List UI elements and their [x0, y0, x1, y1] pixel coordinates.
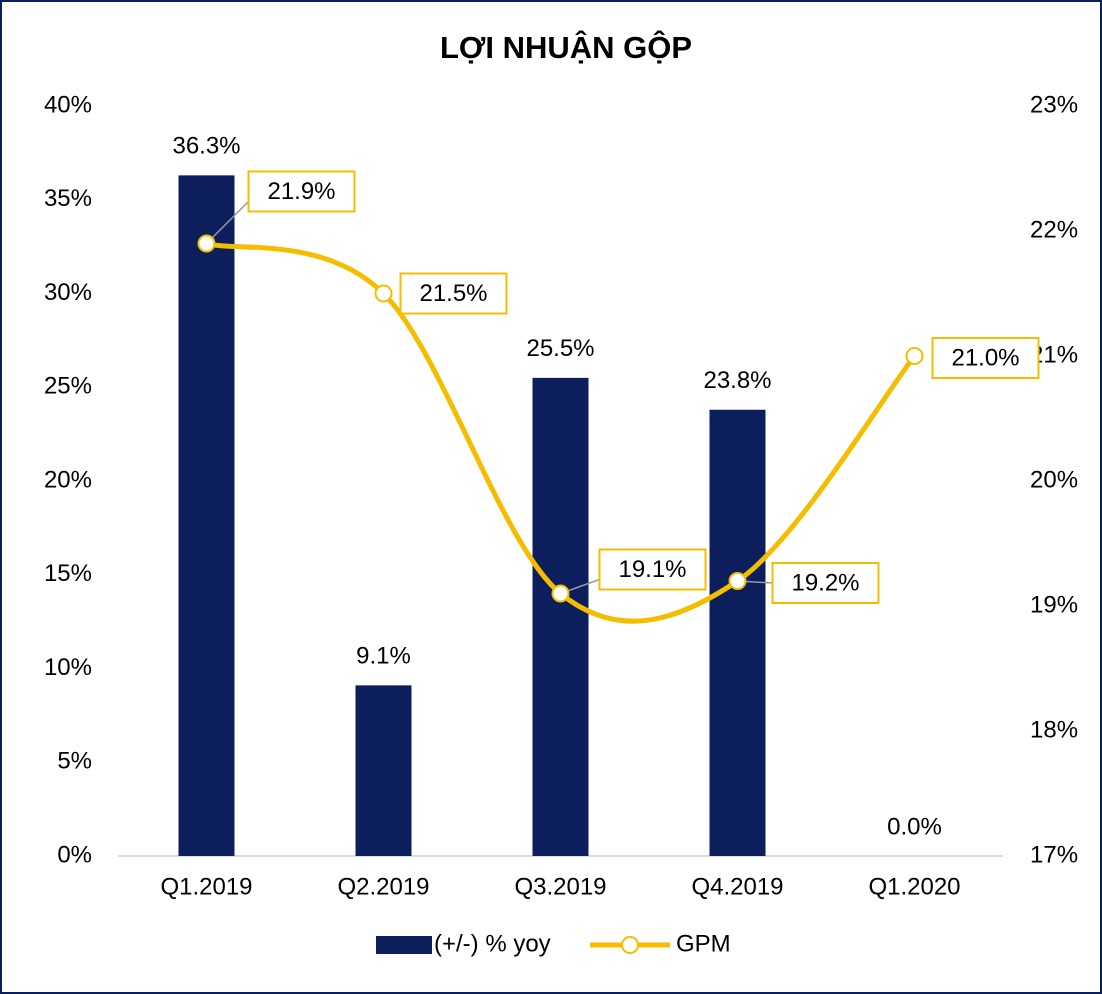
data-label: 21.9% — [267, 178, 335, 205]
legend-swatch — [376, 936, 432, 954]
bar — [178, 175, 235, 856]
data-label: 25.5% — [526, 335, 594, 362]
bar — [532, 377, 589, 856]
y-tick-label: 35% — [44, 185, 92, 212]
data-label-box — [931, 337, 1040, 379]
data-label: 19.2% — [791, 569, 859, 596]
y2-tick-label: 22% — [1030, 216, 1078, 243]
bar — [355, 685, 412, 856]
legend-label: (+/-) % yoy — [434, 930, 551, 957]
x-tick-label: Q3.2019 — [514, 873, 606, 900]
leader-line — [205, 200, 250, 245]
x-tick-label: Q2.2019 — [337, 873, 429, 900]
line-marker — [551, 584, 570, 603]
data-label: 9.1% — [356, 643, 411, 670]
y-tick-label: 10% — [44, 654, 92, 681]
y-tick-label: 15% — [44, 560, 92, 587]
x-tick-label: Q1.2019 — [160, 873, 252, 900]
y-tick-label: 5% — [57, 748, 92, 775]
y-tick-label: 40% — [44, 91, 92, 118]
y-tick-label: 20% — [44, 466, 92, 493]
y-tick-label: 0% — [57, 841, 92, 868]
y2-tick-label: 23% — [1030, 91, 1078, 118]
bar — [709, 409, 766, 856]
y2-tick-label: 18% — [1030, 716, 1078, 743]
x-tick-label: Q4.2019 — [691, 873, 783, 900]
y-tick-label: 30% — [44, 279, 92, 306]
x-tick-label: Q1.2020 — [868, 873, 960, 900]
chart-title: LỢI NHUẬN GỘP — [440, 29, 692, 65]
data-label-box — [247, 170, 356, 213]
line-marker — [374, 284, 393, 303]
line-marker — [197, 234, 216, 253]
data-label: 36.3% — [172, 133, 240, 160]
data-label-box — [771, 562, 880, 604]
y-tick-label: 25% — [44, 373, 92, 400]
data-label: 23.8% — [703, 367, 771, 394]
line-marker — [728, 572, 747, 590]
data-label: 0.0% — [887, 813, 942, 840]
data-label: 21.5% — [419, 280, 487, 307]
y2-tick-label: 17% — [1030, 841, 1078, 868]
data-label: 21.0% — [951, 344, 1019, 371]
y2-tick-label: 19% — [1030, 591, 1078, 618]
data-label-box — [598, 548, 707, 591]
data-label-box — [399, 272, 508, 315]
y2-tick-label: 20% — [1030, 466, 1078, 493]
data-label: 19.1% — [618, 556, 686, 583]
legend-swatch-marker — [621, 936, 639, 954]
legend-label: GPM — [676, 930, 731, 957]
line-marker — [905, 347, 924, 365]
